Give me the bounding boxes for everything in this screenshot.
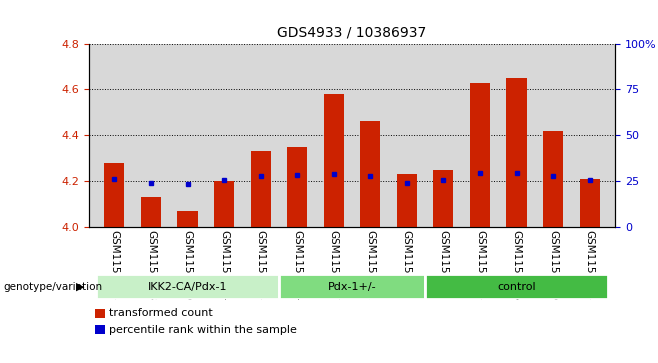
- Bar: [178, 211, 197, 227]
- Bar: [361, 122, 380, 227]
- Text: Pdx-1+/-: Pdx-1+/-: [328, 282, 376, 292]
- Bar: [214, 181, 234, 227]
- Bar: [251, 151, 270, 227]
- Bar: [470, 82, 490, 227]
- Text: control: control: [497, 282, 536, 292]
- Bar: [141, 197, 161, 227]
- Bar: [279, 274, 425, 299]
- Bar: [543, 131, 563, 227]
- Title: GDS4933 / 10386937: GDS4933 / 10386937: [278, 26, 426, 40]
- Bar: [434, 170, 453, 227]
- Bar: [397, 174, 417, 227]
- Text: ▶: ▶: [76, 282, 84, 292]
- Bar: [507, 78, 526, 227]
- Bar: [105, 163, 124, 227]
- Bar: [580, 179, 599, 227]
- Bar: [324, 94, 343, 227]
- Text: percentile rank within the sample: percentile rank within the sample: [109, 325, 297, 335]
- Bar: [287, 147, 307, 227]
- Bar: [96, 274, 279, 299]
- Bar: [425, 274, 608, 299]
- Text: transformed count: transformed count: [109, 308, 213, 318]
- Text: IKK2-CA/Pdx-1: IKK2-CA/Pdx-1: [148, 282, 227, 292]
- Text: genotype/variation: genotype/variation: [3, 282, 103, 292]
